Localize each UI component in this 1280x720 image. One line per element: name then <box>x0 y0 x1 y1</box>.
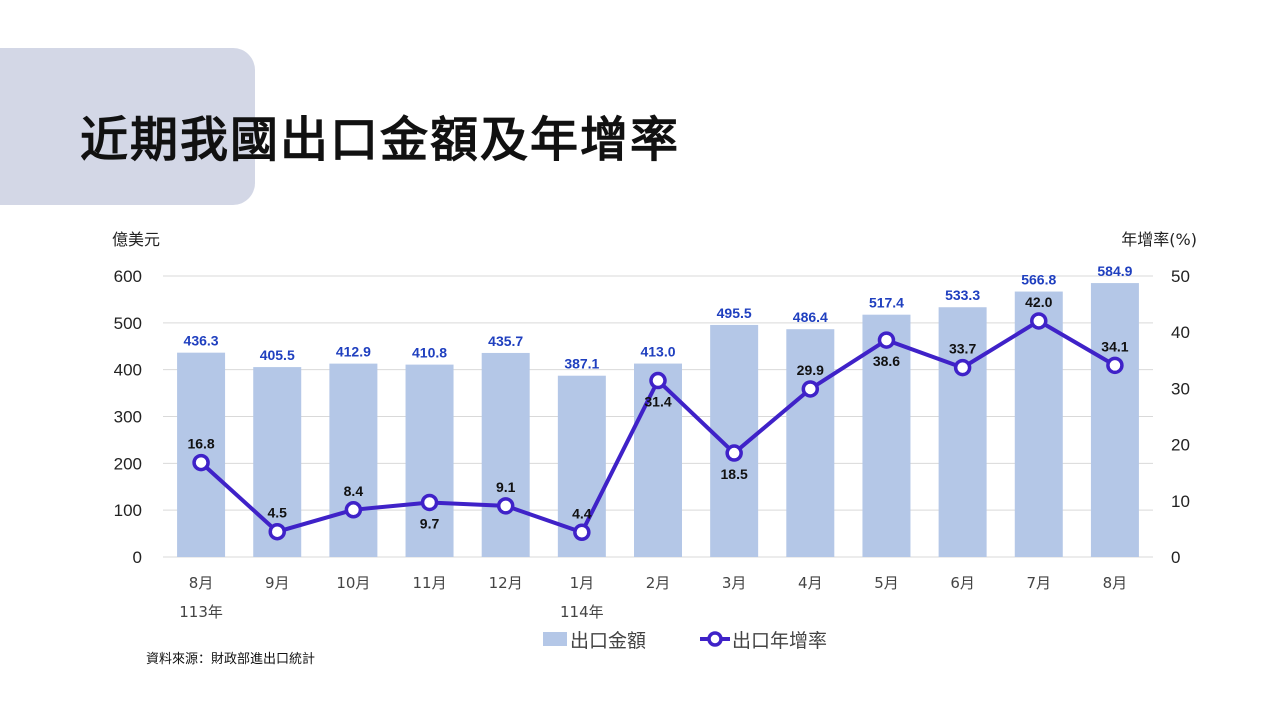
rate-value-label: 9.7 <box>420 515 440 531</box>
rate-value-label: 34.1 <box>1101 338 1128 354</box>
bar-value-label: 486.4 <box>793 309 828 325</box>
x-tick-label: 4月 <box>798 574 823 592</box>
right-tick-label: 10 <box>1171 492 1190 511</box>
source-note: 資料來源：財政部進出口統計 <box>146 652 316 667</box>
rate-point <box>420 493 439 512</box>
bar-value-label: 410.8 <box>412 345 447 361</box>
legend-line-marker <box>707 631 723 647</box>
bar <box>329 363 378 557</box>
bar <box>1014 291 1063 557</box>
rate-value-label: 31.4 <box>644 394 671 410</box>
bar-value-label: 413.0 <box>640 344 675 360</box>
bar-value-label: 517.4 <box>869 295 904 311</box>
left-axis-label: 億美元 <box>112 230 160 249</box>
left-tick-label: 600 <box>114 267 142 286</box>
x-tick-label: 5月 <box>874 574 899 592</box>
x-tick-label: 11月 <box>412 574 446 592</box>
rate-point <box>1106 356 1124 375</box>
right-tick-label: 40 <box>1171 323 1190 342</box>
x-tick-label: 1月 <box>570 574 595 592</box>
x-tick-label: 10月 <box>336 574 370 592</box>
bar-value-label: 436.3 <box>184 333 219 349</box>
rate-value-label: 29.9 <box>797 362 824 378</box>
bar <box>862 314 911 557</box>
rate-point <box>268 522 286 541</box>
right-tick-label: 30 <box>1171 379 1190 398</box>
legend-bar-label: 出口金額 <box>570 630 646 652</box>
bar <box>1090 283 1139 557</box>
rate-point <box>801 380 820 398</box>
bar-value-label: 533.3 <box>945 287 980 303</box>
title-background <box>0 48 255 205</box>
rate-point <box>573 523 591 542</box>
x-tick-label: 3月 <box>722 574 747 592</box>
bar <box>405 364 454 557</box>
rate-point <box>1030 312 1048 330</box>
bar-value-label: 435.7 <box>488 333 523 349</box>
left-tick-label: 200 <box>114 454 142 473</box>
left-tick-label: 300 <box>114 408 142 427</box>
bar <box>938 307 987 557</box>
left-tick-label: 100 <box>114 501 142 520</box>
rate-value-label: 8.4 <box>344 483 364 499</box>
right-axis-label: 年增率(%) <box>1121 230 1197 249</box>
x-tick-label: 8月 <box>1103 574 1128 592</box>
rate-point <box>192 453 210 472</box>
left-tick-label: 500 <box>114 314 142 333</box>
left-tick-label: 400 <box>114 361 142 380</box>
legend-line-label: 出口年增率 <box>732 630 827 652</box>
rate-point <box>877 331 896 349</box>
bar-value-label: 405.5 <box>260 347 295 363</box>
rate-value-label: 16.8 <box>187 436 214 452</box>
rate-value-label: 33.7 <box>949 341 976 357</box>
x-tick-label: 2月 <box>646 574 671 592</box>
right-tick-label: 50 <box>1171 267 1190 286</box>
rate-value-label: 18.5 <box>721 466 748 482</box>
x-tick-label: 6月 <box>950 574 975 592</box>
bar-value-label: 495.5 <box>717 305 752 321</box>
rate-point <box>953 358 972 377</box>
rate-value-label: 4.4 <box>572 505 592 521</box>
bar <box>786 329 835 557</box>
x-tick-label: 9月 <box>265 574 290 592</box>
x-tick-label: 12月 <box>489 574 523 592</box>
left-tick-label: 0 <box>133 548 142 567</box>
bar-value-label: 387.1 <box>564 356 599 372</box>
bar-value-label: 412.9 <box>336 344 371 360</box>
rate-point <box>344 501 363 519</box>
legend-bar-swatch <box>543 632 567 646</box>
bar-value-label: 566.8 <box>1021 272 1056 288</box>
rate-value-label: 4.5 <box>267 505 287 521</box>
year-label: 113年 <box>179 603 223 621</box>
rate-value-label: 9.1 <box>496 479 516 495</box>
rate-point <box>725 444 743 462</box>
rate-value-label: 38.6 <box>873 353 900 369</box>
rate-point <box>496 497 515 515</box>
year-label: 114年 <box>560 603 604 621</box>
x-tick-label: 8月 <box>189 574 214 592</box>
bar-value-label: 584.9 <box>1097 263 1132 279</box>
x-tick-label: 7月 <box>1026 574 1051 592</box>
bar <box>481 352 530 557</box>
rate-value-label: 42.0 <box>1025 294 1052 310</box>
page-title: 近期我國出口金額及年增率 <box>80 112 681 168</box>
right-tick-label: 0 <box>1171 548 1180 567</box>
rate-point <box>649 371 667 390</box>
right-tick-label: 20 <box>1171 436 1190 455</box>
